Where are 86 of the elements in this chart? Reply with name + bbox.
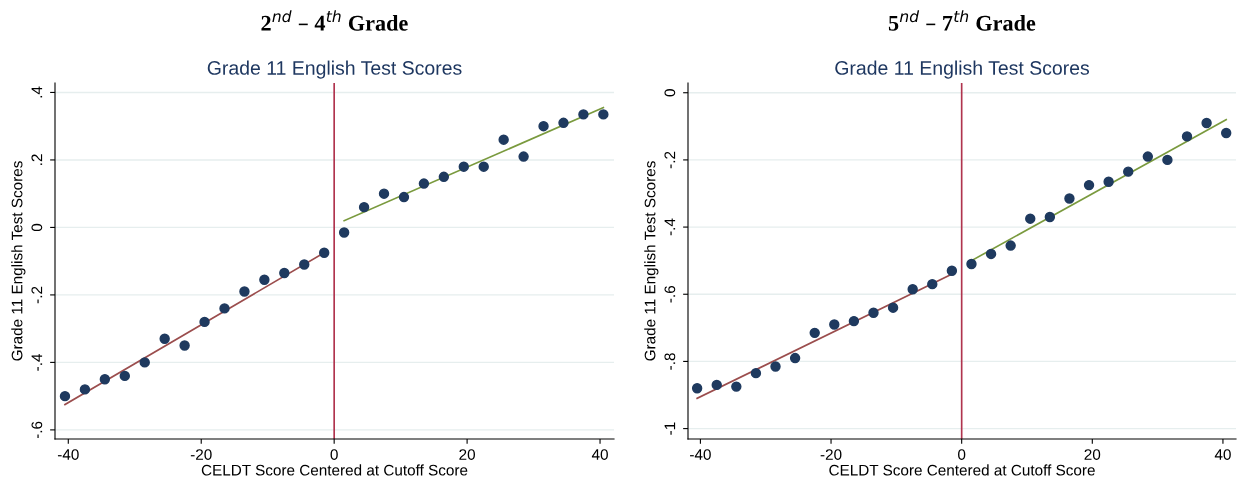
point (199, 316, 210, 328)
point (239, 286, 250, 297)
point (887, 302, 899, 313)
point (378, 188, 390, 199)
point (1044, 211, 1056, 223)
point (711, 379, 722, 391)
point (338, 227, 350, 238)
point (809, 327, 820, 339)
point (1005, 240, 1016, 251)
point (946, 265, 958, 276)
x-axis-title: CELDT Score Centered at Cutoff Score (201, 464, 468, 476)
point (458, 161, 469, 172)
y-tick-label: 0 (664, 89, 676, 97)
point (398, 191, 410, 203)
point (1123, 166, 1134, 177)
x-tick-label: 20 (459, 449, 475, 460)
y-axis-title: Grade 11 English Test Scores (644, 161, 659, 361)
point (907, 284, 918, 295)
x-axis-title: CELDT Score Centered at Cutoff Score (829, 464, 1095, 476)
point (1083, 179, 1095, 191)
y-tick-label: -1 (664, 422, 676, 435)
point (1025, 213, 1036, 224)
point (691, 383, 703, 394)
point (1201, 117, 1212, 129)
x-tick-label: 20 (1084, 449, 1101, 460)
point (139, 357, 150, 368)
point (299, 259, 310, 270)
point (279, 267, 290, 279)
point (159, 333, 170, 344)
x-tick-label: 0 (958, 449, 966, 460)
point (848, 315, 860, 327)
point (1142, 151, 1154, 162)
point (538, 120, 549, 132)
point (789, 352, 801, 364)
y-tick-label: -.6 (31, 421, 43, 439)
y-tick-label: -.8 (664, 353, 676, 370)
point (498, 134, 509, 145)
point (1181, 131, 1193, 142)
point (219, 303, 230, 314)
point (1221, 127, 1232, 139)
point (598, 109, 609, 120)
point (1103, 176, 1114, 187)
point (1162, 154, 1173, 166)
y-tick-label: -.2 (664, 151, 676, 169)
point (829, 319, 840, 330)
point (558, 117, 569, 129)
y-tick-label: -.2 (31, 286, 43, 304)
x-tick-label: -40 (690, 449, 711, 460)
y-axis-title: Grade 11 English Test Scores (11, 161, 26, 361)
chart-subtitle: Grade 11 English Test Scores (835, 60, 1090, 79)
chart-title: 2$^{nd}$ – 4$^{th}$ Grade (261, 10, 408, 31)
y-tick-label: -.4 (31, 353, 43, 371)
point (79, 384, 91, 395)
x-tick-label: 0 (330, 449, 338, 460)
point (770, 361, 781, 372)
x-tick-label: 40 (591, 449, 608, 460)
point (438, 171, 450, 183)
x-tick-label: 40 (1214, 449, 1231, 460)
point (319, 247, 330, 258)
point (578, 109, 589, 120)
point (750, 367, 762, 379)
x-tick-label: -40 (57, 449, 79, 460)
point (1064, 193, 1075, 204)
x-tick-label: -20 (820, 449, 842, 460)
point (966, 258, 977, 270)
point (927, 278, 938, 290)
y-tick-label: -.4 (664, 218, 676, 236)
y-tick-label: .2 (31, 154, 43, 165)
point (418, 178, 430, 189)
y-tick-label: .4 (31, 86, 43, 98)
y-tick-label: -.6 (664, 286, 676, 303)
point (518, 151, 529, 162)
chart-subtitle: Grade 11 English Test Scores (207, 60, 462, 79)
point (259, 274, 270, 285)
y-tick-label: 0 (31, 223, 43, 232)
point (99, 374, 111, 385)
point (985, 248, 997, 260)
point (59, 390, 71, 402)
point (358, 201, 370, 213)
point (119, 370, 130, 382)
point (868, 307, 879, 318)
chart-title: 5$^{nd}$ – 7$^{th}$ Grade (888, 10, 1036, 31)
point (179, 340, 190, 351)
x-tick-label: -20 (190, 449, 212, 460)
point (478, 161, 489, 172)
point (731, 381, 742, 392)
